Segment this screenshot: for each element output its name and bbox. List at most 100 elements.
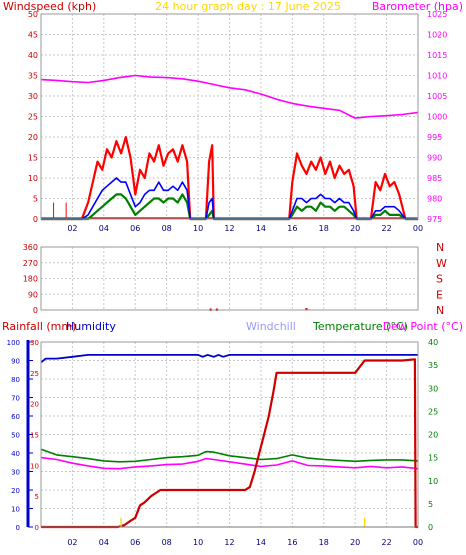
rain-y-tick-label: 25	[30, 370, 39, 378]
barometer-y-tick-label: 975	[427, 215, 442, 224]
barometer-y-tick-label: 985	[427, 174, 442, 183]
climate-x-tick-label: 00	[413, 538, 423, 547]
chart-title: 24 hour graph day : 17 June 2025	[155, 0, 341, 13]
humidity-y-tick-label: 20	[11, 487, 20, 495]
wind-plot-frame	[40, 13, 419, 220]
barometer-y-tick-label: 1025	[427, 10, 447, 19]
wind-y-tick-label: 45	[28, 31, 38, 40]
temp-y-tick-label: 20	[428, 431, 438, 440]
barometer-series	[40, 74, 419, 119]
rain-y-tick-label: 5	[35, 493, 39, 501]
barometer-y-tick-label: 1020	[427, 31, 447, 40]
wind-y-tick-label: 50	[28, 10, 38, 19]
rain-y-tick-label: 30	[30, 339, 39, 347]
wind-y-tick-label: 35	[28, 72, 38, 81]
axis-layer: 0510152025303540455097598098599099510001…	[7, 10, 448, 547]
direction-compass-label: N	[436, 304, 444, 317]
wind-x-tick-label: 08	[162, 224, 172, 233]
direction-plot-frame	[40, 246, 419, 311]
direction-y-tick-label: 180	[23, 275, 38, 284]
temp-y-tick-label: 5	[428, 500, 433, 509]
legend-dewpoint: Dew Point (°C)	[383, 320, 463, 333]
rain-y-tick-label: 15	[30, 432, 39, 440]
humidity-y-tick-label: 0	[16, 524, 20, 532]
climate-x-tick-label: 14	[256, 538, 266, 547]
wind-x-tick-label: 12	[224, 224, 234, 233]
climate-x-tick-label: 20	[350, 538, 360, 547]
temp-y-tick-label: 40	[428, 338, 438, 347]
temp-y-tick-label: 25	[428, 407, 438, 416]
wind-x-tick-label: 06	[130, 224, 140, 233]
windspeed-axis-title: Windspeed (kph)	[3, 0, 96, 13]
wind-x-tick-label: 18	[319, 224, 329, 233]
legend-rainfall: Rainfall (mm)	[2, 320, 76, 333]
rain-y-tick-label: 10	[30, 462, 39, 470]
barometer-y-tick-label: 1015	[427, 51, 447, 60]
legend-humidity: Humidity	[66, 320, 116, 333]
direction-y-tick-label: 360	[23, 243, 38, 252]
wind-x-tick-label: 10	[193, 224, 203, 233]
barometer-y-tick-label: 995	[427, 133, 442, 142]
humidity-y-tick-label: 30	[11, 469, 20, 477]
rainfall-series	[41, 358, 418, 529]
humidity-y-tick-label: 100	[7, 339, 20, 347]
wind-y-tick-label: 20	[28, 133, 38, 142]
barometer-y-tick-label: 1000	[427, 113, 447, 122]
climate-x-tick-label: 06	[130, 538, 140, 547]
climate-x-tick-label: 16	[287, 538, 297, 547]
climate-x-tick-label: 12	[224, 538, 234, 547]
wind-x-tick-label: 14	[256, 224, 266, 233]
direction-y-tick-label: 0	[33, 306, 38, 315]
temp-y-tick-label: 0	[428, 523, 433, 532]
wind-x-tick-label: 16	[287, 224, 297, 233]
grid-layer	[41, 13, 419, 528]
wind-x-tick-label: 02	[67, 224, 77, 233]
wind-y-tick-label: 25	[28, 113, 38, 122]
wind-x-tick-label: 00	[413, 224, 423, 233]
wind-y-tick-label: 40	[28, 51, 38, 60]
humidity-y-tick-label: 80	[11, 376, 20, 384]
humidity-series	[40, 353, 418, 364]
barometer-axis-title: Barometer (hpa)	[372, 0, 463, 13]
wind-y-tick-label: 10	[28, 174, 38, 183]
humidity-y-tick-label: 60	[11, 413, 20, 421]
legend-windchill: Windchill	[246, 320, 296, 333]
barometer-y-tick-label: 1010	[427, 72, 447, 81]
direction-compass-label: S	[436, 273, 443, 286]
wind-y-tick-label: 0	[33, 215, 38, 224]
wind-x-tick-label: 22	[381, 224, 391, 233]
direction-compass-label: W	[436, 257, 447, 270]
humidity-y-tick-label: 50	[11, 432, 20, 440]
barometer-y-tick-label: 990	[427, 154, 442, 163]
humidity-y-tick-label: 90	[11, 358, 20, 366]
temp-y-tick-label: 30	[428, 384, 438, 393]
temp-y-tick-label: 10	[428, 477, 438, 486]
wind-y-tick-label: 15	[28, 154, 38, 163]
temp-y-tick-label: 15	[428, 454, 438, 463]
dewpoint-series	[40, 456, 419, 470]
climate-x-tick-label: 04	[99, 538, 109, 547]
climate-x-tick-label: 18	[319, 538, 329, 547]
wind-y-tick-label: 30	[28, 92, 38, 101]
temp-y-tick-label: 35	[428, 361, 438, 370]
temperature-series	[40, 448, 419, 463]
direction-y-tick-label: 270	[23, 259, 38, 268]
barometer-y-tick-label: 1005	[427, 92, 447, 101]
rain-y-tick-label: 0	[35, 524, 39, 532]
humidity-y-tick-label: 10	[11, 506, 20, 514]
climate-x-tick-label: 10	[193, 538, 203, 547]
wind-x-tick-label: 04	[99, 224, 109, 233]
direction-compass-label: E	[436, 288, 443, 301]
climate-x-tick-label: 02	[67, 538, 77, 547]
humidity-y-tick-label: 40	[11, 450, 20, 458]
wind-y-tick-label: 5	[33, 195, 38, 204]
climate-x-tick-label: 22	[381, 538, 391, 547]
legend-temperature: Temperature (°C)	[312, 320, 408, 333]
barometer-y-tick-label: 980	[427, 195, 442, 204]
wind-x-tick-label: 20	[350, 224, 360, 233]
humidity-y-tick-label: 70	[11, 395, 20, 403]
direction-compass-label: N	[436, 241, 444, 254]
climate-x-tick-label: 08	[162, 538, 172, 547]
